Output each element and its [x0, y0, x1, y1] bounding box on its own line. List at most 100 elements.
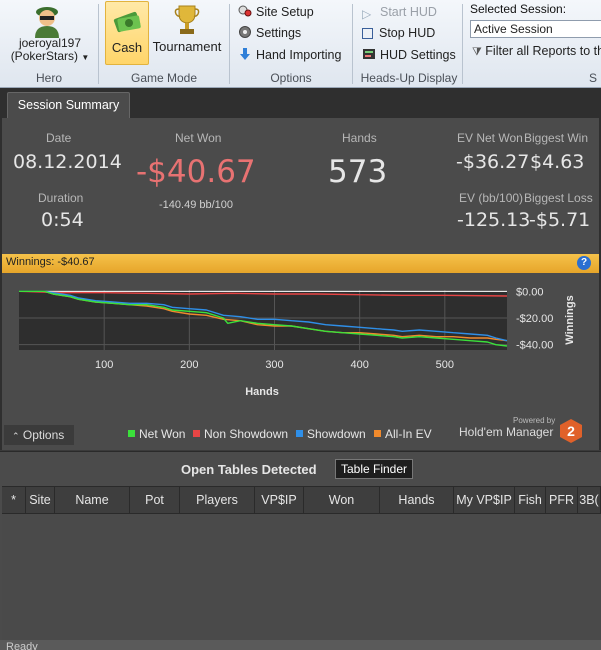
x-tick-label: 200: [180, 359, 198, 371]
filter-reports-label: Filter all Reports to the S: [485, 44, 601, 58]
open-tables-header: * Site Name Pot Players VP$IP Won Hands My VP$IP…: [2, 486, 601, 514]
x-axis-label: Hands: [245, 386, 279, 398]
series-line-net-won: [19, 290, 508, 347]
x-tick-label: 300: [265, 359, 283, 371]
ev-bb-label: EV (bb/100): [459, 191, 524, 205]
column-header[interactable]: Pot: [130, 487, 180, 514]
biggest-loss-label: Biggest Loss: [524, 191, 593, 205]
settings-label: Settings: [256, 26, 302, 40]
ev-net-won-label: EV Net Won: [457, 131, 523, 145]
hands-label: Hands: [342, 131, 377, 145]
hands-value: 573: [328, 154, 388, 190]
hero-name: joeroyal197: [18, 36, 82, 50]
stop-hud-label: Stop HUD: [379, 26, 436, 40]
duration-label: Duration: [38, 191, 84, 205]
legend-label: All-In EV: [385, 427, 432, 441]
ribbon-divider: [352, 4, 353, 84]
table-finder-button[interactable]: Table Finder: [335, 459, 413, 479]
hero-site: (PokerStars): [10, 49, 79, 63]
tournament-button[interactable]: Tournament: [152, 1, 222, 65]
date-label: Date: [46, 131, 72, 145]
net-won-bb-value: -140.49 bb/100: [159, 199, 234, 211]
powered-by-text: Powered by: [513, 416, 556, 425]
legend-swatch: [374, 430, 381, 437]
legend-showdown: Showdown: [296, 427, 366, 441]
column-header[interactable]: Site: [26, 487, 55, 514]
game-mode-group: Cash Tournament Game Mode: [100, 0, 228, 88]
cash-button[interactable]: Cash: [105, 1, 149, 65]
help-icon[interactable]: ?: [577, 256, 591, 270]
session-select[interactable]: Active Session: [470, 20, 601, 38]
status-text: Ready: [6, 641, 38, 650]
session-group-label: S: [588, 71, 597, 85]
tab-session-summary[interactable]: Session Summary: [7, 92, 130, 118]
column-header[interactable]: My VP$IP: [454, 487, 515, 514]
tournament-label: Tournament: [152, 39, 222, 54]
hero-group: joeroyal197 (PokerStars) ▼ Hero: [0, 0, 98, 88]
legend-swatch: [128, 430, 135, 437]
column-header[interactable]: Hands: [380, 487, 454, 514]
column-header[interactable]: 3B(: [578, 487, 601, 514]
chevron-up-icon: ⌃: [12, 431, 20, 441]
legend-swatch: [296, 430, 303, 437]
hud-settings-icon: [363, 49, 375, 59]
options-group: Site Setup Settings Hand Importing Optio…: [232, 0, 350, 88]
date-value: 08.12.2014: [13, 151, 122, 173]
x-tick-label: 100: [95, 359, 113, 371]
x-tick-label: 500: [436, 359, 454, 371]
hero-selector[interactable]: joeroyal197 (PokerStars) ▼: [4, 37, 96, 64]
hm2-logo-icon: 2: [560, 419, 582, 443]
hand-importing-label: Hand Importing: [256, 48, 342, 62]
hud-settings-button[interactable]: HUD Settings: [362, 46, 456, 64]
site-setup-icon: [238, 5, 252, 17]
biggest-loss-value: -$5.71: [529, 209, 591, 231]
open-tables-body: [2, 514, 601, 640]
filter-reports-button[interactable]: ⧩ Filter all Reports to the S: [472, 44, 601, 59]
legend-label: Showdown: [307, 427, 366, 441]
session-group: Selected Session: Active Session ⧩ Filte…: [464, 0, 601, 88]
hud-group-label: Heads-Up Display: [360, 71, 458, 85]
winnings-bar-text: Winnings: -$40.67: [6, 256, 95, 268]
duration-value: 0:54: [41, 209, 84, 231]
brand-name: Hold'em Manager: [459, 425, 554, 439]
trophy-icon: [174, 5, 200, 34]
site-setup-button[interactable]: Site Setup: [238, 3, 314, 21]
open-tables-title: Open Tables Detected: [181, 462, 317, 477]
cash-label: Cash: [111, 40, 143, 55]
site-setup-label: Site Setup: [256, 5, 314, 19]
winnings-chart: 100 200 300 400 500 $0.00 -$20.00 -$40.00 Hands W…: [18, 286, 576, 398]
y-axis-label: Winnings: [564, 295, 576, 344]
chart-options-button[interactable]: ⌃ Options: [4, 425, 74, 445]
column-header[interactable]: VP$IP: [255, 487, 304, 514]
chevron-down-icon: ▼: [81, 53, 90, 62]
column-header[interactable]: Fish: [515, 487, 546, 514]
hero-group-label: Hero: [35, 71, 62, 85]
selected-session-label: Selected Session:: [470, 2, 567, 16]
legend-net-won: Net Won: [128, 427, 185, 441]
stop-hud-button[interactable]: Stop HUD: [362, 24, 435, 42]
winnings-bar: Winnings: -$40.67 ?: [0, 254, 601, 273]
hero-avatar-icon[interactable]: [33, 4, 61, 38]
start-hud-button[interactable]: ▷ Start HUD: [362, 3, 437, 21]
settings-button[interactable]: Settings: [238, 24, 301, 42]
game-mode-group-label: Game Mode: [130, 71, 198, 85]
ribbon-divider: [229, 4, 230, 84]
biggest-win-value: $4.63: [530, 151, 585, 173]
y-tick-label: -$40.00: [516, 340, 553, 352]
logo-number: 2: [567, 423, 575, 439]
legend-non-showdown: Non Showdown: [193, 427, 288, 441]
column-header[interactable]: *: [2, 487, 26, 514]
hand-importing-button[interactable]: Hand Importing: [238, 46, 341, 64]
net-won-value: -$40.67: [136, 154, 256, 190]
chart-options-label: Options: [22, 428, 65, 442]
legend-all-in-ev: All-In EV: [374, 427, 432, 441]
filter-icon: ⧩: [472, 46, 482, 58]
hud-group: ▷ Start HUD Stop HUD HUD Settings Heads-U…: [356, 0, 462, 88]
column-header[interactable]: Name: [55, 487, 130, 514]
legend-swatch: [193, 430, 200, 437]
column-header[interactable]: PFR: [546, 487, 578, 514]
cash-icon: [113, 11, 141, 33]
column-header[interactable]: Won: [304, 487, 380, 514]
ev-bb-value: -125.13: [457, 209, 531, 231]
column-header[interactable]: Players: [180, 487, 255, 514]
